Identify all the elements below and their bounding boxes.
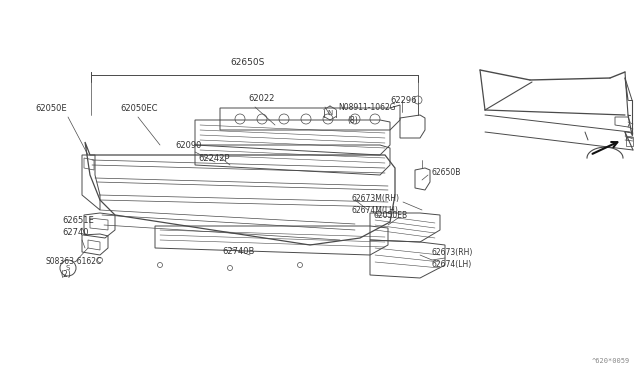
Text: S: S (66, 265, 70, 271)
Text: 62242P: 62242P (198, 154, 230, 163)
Text: 62740: 62740 (62, 228, 88, 237)
Text: 62674(LH): 62674(LH) (432, 260, 472, 269)
Text: 62674M(LH): 62674M(LH) (352, 205, 399, 215)
Text: 62296: 62296 (390, 96, 417, 105)
Text: (2): (2) (60, 270, 71, 279)
Text: 62050EC: 62050EC (120, 103, 157, 112)
Text: 62090: 62090 (175, 141, 202, 150)
Text: 62650S: 62650S (230, 58, 264, 67)
Text: N: N (328, 110, 333, 116)
Text: 62050E: 62050E (35, 103, 67, 112)
Text: N08911-1062G: N08911-1062G (338, 103, 396, 112)
Text: 62050EB: 62050EB (373, 211, 407, 219)
Text: (8): (8) (347, 115, 358, 125)
Text: 62022: 62022 (248, 93, 275, 103)
Text: 62673(RH): 62673(RH) (432, 247, 474, 257)
Text: S08363-6162C: S08363-6162C (46, 257, 102, 266)
Text: 62651E: 62651E (62, 215, 93, 224)
Text: 62740B: 62740B (222, 247, 254, 257)
Text: 62650B: 62650B (432, 167, 461, 176)
Text: 62673M(RH): 62673M(RH) (352, 193, 400, 202)
Text: ^620*0059: ^620*0059 (592, 358, 630, 364)
